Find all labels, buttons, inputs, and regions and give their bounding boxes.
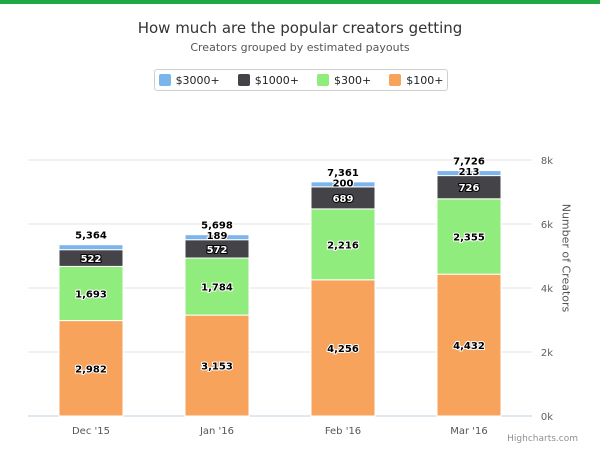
- data-label: 2,355: [453, 232, 485, 243]
- bar-segment: [58, 265, 124, 322]
- y-tick-label: 4k: [541, 284, 553, 295]
- data-label: 3,153: [201, 362, 233, 373]
- data-label: 522: [81, 254, 102, 265]
- data-label: 2,982: [75, 364, 107, 375]
- legend-swatch: [237, 74, 250, 86]
- bar-segment-3000: [58, 244, 124, 251]
- stack-total-label: 5,698: [201, 221, 233, 232]
- y-tick-label: 6k: [541, 220, 553, 231]
- x-tick-label: Mar '16: [450, 426, 488, 437]
- bar-segment: [436, 273, 502, 417]
- data-label: 213: [459, 167, 480, 178]
- legend-label: $100+: [406, 73, 444, 87]
- data-label: 726: [459, 183, 480, 194]
- data-label: 4,256: [327, 344, 359, 355]
- legend-swatch: [158, 74, 171, 86]
- stack-total-label: 7,361: [327, 168, 359, 179]
- bar-segment: [436, 198, 502, 275]
- y-tick-label: 0k: [541, 412, 553, 423]
- accent-bar: [0, 0, 600, 4]
- data-label: 200: [333, 178, 354, 189]
- x-tick-label: Jan '16: [199, 426, 234, 437]
- y-tick-label: 8k: [541, 156, 553, 167]
- bar-segment: [310, 279, 376, 417]
- legend-swatch: [317, 74, 329, 86]
- y-tick-label: 2k: [541, 348, 553, 359]
- legend-item-300[interactable]: $300+: [317, 74, 371, 87]
- legend-label: $1000+: [254, 73, 299, 87]
- data-label: 572: [207, 245, 228, 256]
- legend-item-1000[interactable]: $1000+: [237, 73, 299, 87]
- chart-title: How much are the popular creators gettin…: [137, 19, 463, 37]
- legend-label: $3000+: [175, 73, 220, 87]
- data-label: 4,432: [453, 341, 485, 352]
- legend-swatch: [389, 74, 402, 86]
- bar-segment: [184, 314, 250, 417]
- bar-segment-3000: [310, 181, 376, 188]
- chart-subtitle: Creators grouped by estimated payouts: [190, 41, 410, 54]
- data-label: 1,693: [75, 289, 107, 300]
- stack-total-label: 5,364: [75, 231, 107, 242]
- bar-segment: [310, 208, 376, 281]
- chart-legend: $3000+ $1000+ $300+ $100+: [154, 69, 448, 91]
- data-label: 689: [333, 194, 354, 205]
- legend-item-3000[interactable]: $3000+: [158, 73, 220, 87]
- credits-link[interactable]: Highcharts.com: [507, 434, 578, 444]
- stack-total-label: 7,726: [453, 157, 485, 168]
- data-label: 2,216: [327, 240, 359, 251]
- x-tick-label: Feb '16: [325, 426, 361, 437]
- x-tick-label: Dec '15: [72, 426, 110, 437]
- legend-label: $300+: [334, 73, 372, 87]
- y-axis-title: Number of Creators: [559, 203, 573, 313]
- data-label: 189: [207, 231, 228, 242]
- data-label: 1,784: [201, 283, 233, 294]
- legend-item-100[interactable]: $100+: [389, 74, 443, 87]
- bar-segment-3000: [184, 234, 250, 241]
- bar-segment-3000: [436, 170, 502, 177]
